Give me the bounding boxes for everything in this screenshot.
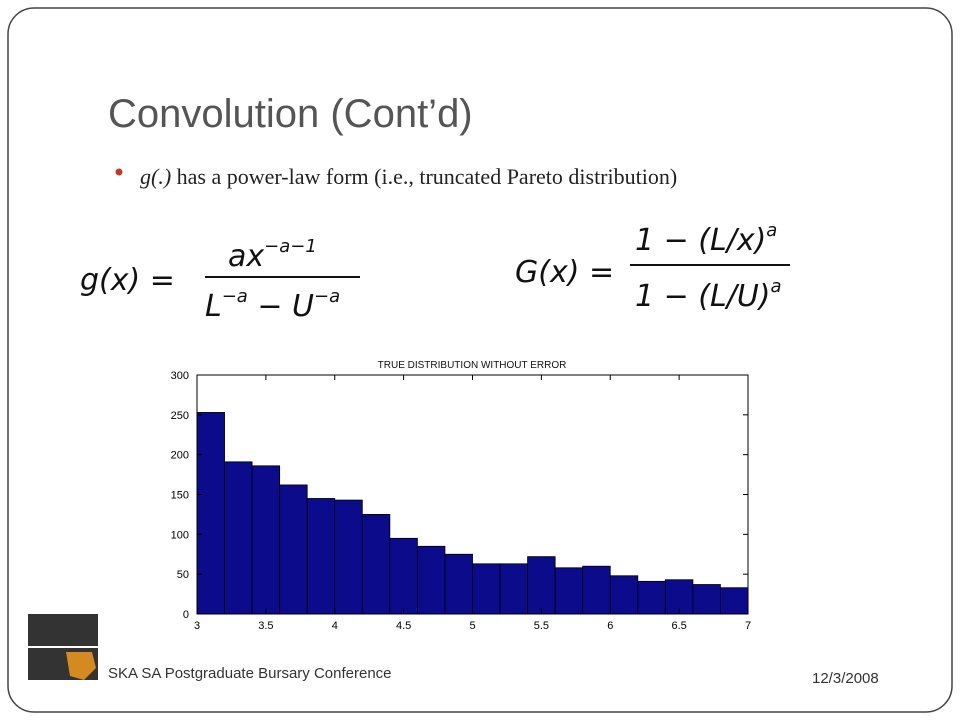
bar [251, 465, 281, 615]
bar [472, 563, 501, 615]
y-tick-label: 250 [171, 410, 189, 422]
formula-part: L [205, 289, 222, 324]
formula-den: 1 − (L/U)a [635, 276, 782, 314]
formula-exp: a [766, 220, 777, 241]
bar [416, 545, 446, 615]
formula-exp: −a [222, 286, 248, 307]
bar [196, 412, 225, 615]
logo [28, 614, 98, 680]
x-tick-label: 3 [194, 620, 200, 632]
formula-exp: −a−1 [264, 236, 317, 257]
x-tick-label: 4.5 [396, 620, 411, 632]
x-tick-label: 5 [469, 620, 475, 632]
footer-date: 12/3/2008 [812, 670, 879, 687]
bar [637, 580, 666, 615]
x-tick-label: 6 [607, 620, 613, 632]
bar [499, 563, 528, 615]
x-tick-label: 3.5 [258, 620, 273, 632]
footer-text: SKA SA Postgraduate Bursary Conference [108, 665, 392, 682]
bar [609, 575, 639, 615]
x-tick-label: 7 [745, 620, 751, 632]
formula-lhs: G(x) = [515, 255, 614, 290]
bar [444, 553, 473, 615]
bar [720, 587, 749, 615]
plot: 0 50 100 150 200 250 300 3 3.5 4 4.5 5 5.5 6 6.5 7 [171, 370, 751, 632]
y-tick-label: 0 [183, 609, 189, 621]
bullet-body: has a power-law form (i.e., truncated Pa… [171, 164, 677, 189]
chart-title: TRUE DISTRIBUTION WITHOUT ERROR [378, 360, 567, 371]
bullet-italic: g(.) [140, 164, 171, 189]
bar [279, 484, 308, 615]
x-tick-label: 5.5 [534, 620, 549, 632]
slide-title: Convolution (Cont’d) [108, 92, 473, 136]
bullet-dot [115, 168, 123, 176]
y-tick-label: 300 [171, 370, 189, 382]
formula-den: L−a − U−a [205, 286, 340, 324]
bar [527, 556, 556, 615]
bar [554, 567, 584, 615]
x-tick-label: 6.5 [671, 620, 686, 632]
formula-part: − U [248, 289, 314, 324]
formula-part: 1 − (L/U) [635, 279, 770, 314]
bar [224, 461, 253, 615]
formula-num: 1 − (L/x)a [635, 220, 777, 258]
bar [361, 514, 391, 615]
bullet-text: g(.) has a power-law form (i.e., truncat… [140, 164, 677, 189]
bar [334, 499, 363, 615]
formula-lhs: g(x) = [80, 263, 175, 298]
formula-part: 1 − (L/x) [635, 223, 766, 258]
logo-africa [66, 652, 96, 680]
bar [306, 498, 336, 615]
y-tick-label: 150 [171, 490, 189, 502]
logo-block [28, 614, 98, 646]
bar [664, 579, 694, 615]
bar [692, 584, 721, 615]
x-tick-label: 4 [332, 620, 338, 632]
y-tick-label: 50 [177, 569, 189, 581]
formula-part: ax [228, 239, 264, 274]
bar [582, 565, 611, 615]
y-tick-label: 200 [171, 450, 189, 462]
formula-exp: −a [314, 286, 340, 307]
y-tick-label: 100 [171, 529, 189, 541]
formula-num: ax−a−1 [228, 236, 317, 274]
formula-exp: a [770, 276, 781, 297]
bar [389, 537, 418, 615]
